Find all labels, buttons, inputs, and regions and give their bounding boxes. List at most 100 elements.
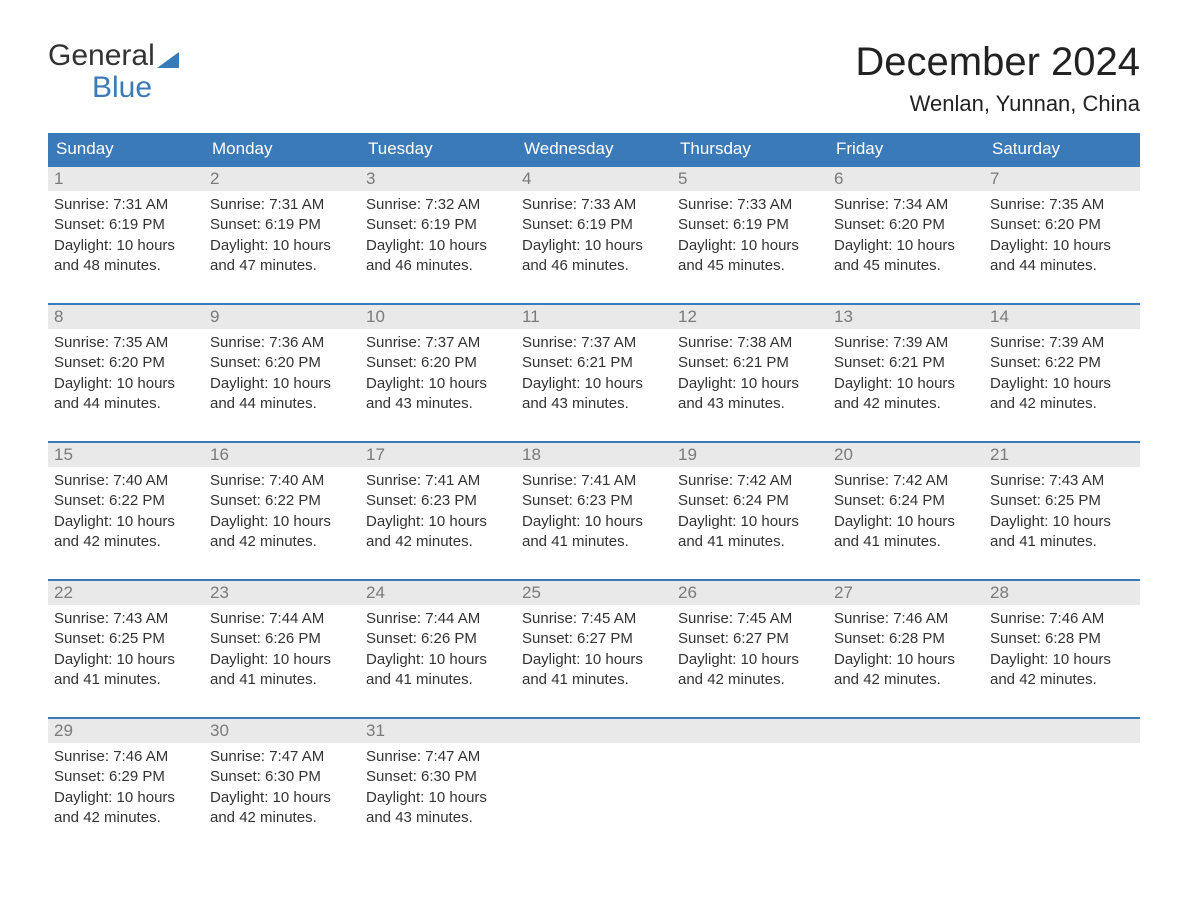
daylight-text-line1: Daylight: 10 hours (54, 512, 198, 532)
daylight-text-line1: Daylight: 10 hours (834, 650, 978, 670)
sunset-text: Sunset: 6:22 PM (210, 491, 354, 511)
sunset-text: Sunset: 6:25 PM (54, 629, 198, 649)
daylight-text-line1: Daylight: 10 hours (834, 374, 978, 394)
day-number: 6 (828, 167, 984, 191)
sunrise-text: Sunrise: 7:31 AM (210, 195, 354, 215)
week-row: 15Sunrise: 7:40 AMSunset: 6:22 PMDayligh… (48, 441, 1140, 561)
logo: General Blue (48, 40, 179, 103)
sunrise-text: Sunrise: 7:41 AM (522, 471, 666, 491)
daylight-text-line1: Daylight: 10 hours (366, 236, 510, 256)
day-cell: 28Sunrise: 7:46 AMSunset: 6:28 PMDayligh… (984, 581, 1140, 699)
daylight-text-line1: Daylight: 10 hours (834, 512, 978, 532)
day-cell: 30Sunrise: 7:47 AMSunset: 6:30 PMDayligh… (204, 719, 360, 837)
daylight-text-line1: Daylight: 10 hours (54, 788, 198, 808)
day-cell (672, 719, 828, 837)
daylight-text-line1: Daylight: 10 hours (54, 650, 198, 670)
daylight-text-line2: and 43 minutes. (678, 394, 822, 414)
daylight-text-line2: and 42 minutes. (990, 670, 1134, 690)
day-number: 24 (360, 581, 516, 605)
day-number (828, 719, 984, 743)
daylight-text-line1: Daylight: 10 hours (54, 374, 198, 394)
day-number: 8 (48, 305, 204, 329)
sunrise-text: Sunrise: 7:43 AM (54, 609, 198, 629)
daylight-text-line1: Daylight: 10 hours (990, 236, 1134, 256)
daylight-text-line1: Daylight: 10 hours (678, 650, 822, 670)
daylight-text-line2: and 42 minutes. (678, 670, 822, 690)
daylight-text-line1: Daylight: 10 hours (678, 374, 822, 394)
day-number: 28 (984, 581, 1140, 605)
sunrise-text: Sunrise: 7:45 AM (678, 609, 822, 629)
day-number: 11 (516, 305, 672, 329)
daylight-text-line2: and 48 minutes. (54, 256, 198, 276)
sunrise-text: Sunrise: 7:35 AM (990, 195, 1134, 215)
day-cell: 31Sunrise: 7:47 AMSunset: 6:30 PMDayligh… (360, 719, 516, 837)
daylight-text-line2: and 44 minutes. (210, 394, 354, 414)
day-content: Sunrise: 7:45 AMSunset: 6:27 PMDaylight:… (672, 605, 828, 692)
day-cell (984, 719, 1140, 837)
sunset-text: Sunset: 6:24 PM (678, 491, 822, 511)
day-cell: 6Sunrise: 7:34 AMSunset: 6:20 PMDaylight… (828, 167, 984, 285)
daylight-text-line1: Daylight: 10 hours (522, 512, 666, 532)
daylight-text-line2: and 42 minutes. (990, 394, 1134, 414)
sunset-text: Sunset: 6:19 PM (522, 215, 666, 235)
day-number: 12 (672, 305, 828, 329)
sunset-text: Sunset: 6:28 PM (834, 629, 978, 649)
daylight-text-line2: and 42 minutes. (834, 670, 978, 690)
day-content: Sunrise: 7:36 AMSunset: 6:20 PMDaylight:… (204, 329, 360, 416)
day-content: Sunrise: 7:42 AMSunset: 6:24 PMDaylight:… (828, 467, 984, 554)
day-cell: 12Sunrise: 7:38 AMSunset: 6:21 PMDayligh… (672, 305, 828, 423)
sunrise-text: Sunrise: 7:42 AM (678, 471, 822, 491)
sunrise-text: Sunrise: 7:32 AM (366, 195, 510, 215)
daylight-text-line2: and 46 minutes. (366, 256, 510, 276)
day-content: Sunrise: 7:35 AMSunset: 6:20 PMDaylight:… (984, 191, 1140, 278)
day-content: Sunrise: 7:42 AMSunset: 6:24 PMDaylight:… (672, 467, 828, 554)
daylight-text-line1: Daylight: 10 hours (366, 788, 510, 808)
sunrise-text: Sunrise: 7:42 AM (834, 471, 978, 491)
sunset-text: Sunset: 6:21 PM (834, 353, 978, 373)
weeks-container: 1Sunrise: 7:31 AMSunset: 6:19 PMDaylight… (48, 165, 1140, 837)
daylight-text-line2: and 41 minutes. (522, 532, 666, 552)
weekday-header: Friday (828, 133, 984, 165)
sunrise-text: Sunrise: 7:44 AM (366, 609, 510, 629)
week-row: 8Sunrise: 7:35 AMSunset: 6:20 PMDaylight… (48, 303, 1140, 423)
sunrise-text: Sunrise: 7:39 AM (990, 333, 1134, 353)
sunrise-text: Sunrise: 7:35 AM (54, 333, 198, 353)
day-number: 27 (828, 581, 984, 605)
day-content: Sunrise: 7:34 AMSunset: 6:20 PMDaylight:… (828, 191, 984, 278)
daylight-text-line1: Daylight: 10 hours (678, 512, 822, 532)
daylight-text-line1: Daylight: 10 hours (522, 374, 666, 394)
day-content: Sunrise: 7:46 AMSunset: 6:29 PMDaylight:… (48, 743, 204, 830)
week-row: 29Sunrise: 7:46 AMSunset: 6:29 PMDayligh… (48, 717, 1140, 837)
day-content: Sunrise: 7:33 AMSunset: 6:19 PMDaylight:… (672, 191, 828, 278)
daylight-text-line1: Daylight: 10 hours (366, 374, 510, 394)
sunrise-text: Sunrise: 7:46 AM (834, 609, 978, 629)
day-content: Sunrise: 7:47 AMSunset: 6:30 PMDaylight:… (204, 743, 360, 830)
sunrise-text: Sunrise: 7:40 AM (54, 471, 198, 491)
sunset-text: Sunset: 6:22 PM (54, 491, 198, 511)
day-cell: 26Sunrise: 7:45 AMSunset: 6:27 PMDayligh… (672, 581, 828, 699)
daylight-text-line2: and 44 minutes. (990, 256, 1134, 276)
day-number: 14 (984, 305, 1140, 329)
day-cell: 5Sunrise: 7:33 AMSunset: 6:19 PMDaylight… (672, 167, 828, 285)
daylight-text-line1: Daylight: 10 hours (990, 512, 1134, 532)
daylight-text-line2: and 43 minutes. (522, 394, 666, 414)
sunrise-text: Sunrise: 7:43 AM (990, 471, 1134, 491)
daylight-text-line2: and 41 minutes. (522, 670, 666, 690)
weekday-header: Saturday (984, 133, 1140, 165)
sunrise-text: Sunrise: 7:38 AM (678, 333, 822, 353)
sunset-text: Sunset: 6:23 PM (522, 491, 666, 511)
weekday-header: Wednesday (516, 133, 672, 165)
logo-triangle-icon (157, 52, 179, 68)
daylight-text-line2: and 43 minutes. (366, 394, 510, 414)
sunset-text: Sunset: 6:30 PM (366, 767, 510, 787)
sunrise-text: Sunrise: 7:37 AM (522, 333, 666, 353)
sunset-text: Sunset: 6:27 PM (522, 629, 666, 649)
day-content: Sunrise: 7:44 AMSunset: 6:26 PMDaylight:… (204, 605, 360, 692)
day-cell: 24Sunrise: 7:44 AMSunset: 6:26 PMDayligh… (360, 581, 516, 699)
sunset-text: Sunset: 6:28 PM (990, 629, 1134, 649)
day-content: Sunrise: 7:41 AMSunset: 6:23 PMDaylight:… (516, 467, 672, 554)
day-cell (828, 719, 984, 837)
daylight-text-line2: and 43 minutes. (366, 808, 510, 828)
day-cell: 7Sunrise: 7:35 AMSunset: 6:20 PMDaylight… (984, 167, 1140, 285)
day-content: Sunrise: 7:43 AMSunset: 6:25 PMDaylight:… (48, 605, 204, 692)
